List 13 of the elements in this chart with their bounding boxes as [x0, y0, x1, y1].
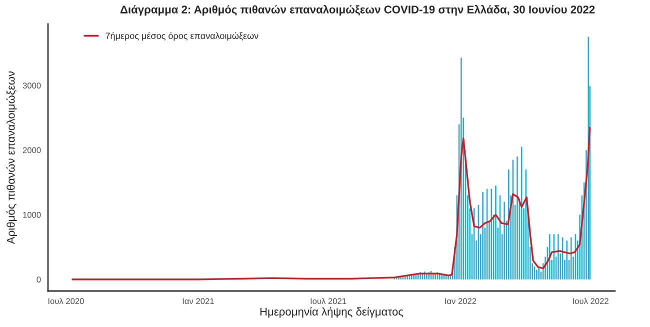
x-tick-label: Ιουλ 2022 [573, 298, 608, 304]
x-axis-title: Ημερομηνία λήψης δείγματος [260, 307, 404, 318]
x-tick-label: Ιουλ 2020 [48, 298, 84, 304]
y-tick-label: 3000 [22, 82, 41, 89]
y-tick-label: 1000 [23, 212, 41, 218]
y-tick-label: 0 [36, 276, 41, 282]
x-tick-label: Ιουλ 2021 [310, 298, 346, 304]
x-tick-label: Ιαν 2022 [445, 298, 476, 304]
y-axis-title: Αριθμός πιθανών επαναλοιμώξεων [6, 71, 17, 244]
x-tick-label: Ιαν 2021 [182, 298, 214, 304]
chart-title: Διάγραμμα 2: Αριθμός πιθανών επαναλοιμώξεων COVID-19 στην Ελλάδα, 30 Ιουνίου 2022 [120, 5, 595, 16]
legend-label: 7ήμερος μέσος όρος επαναλοιμώξεων [106, 32, 258, 41]
y-tick-label: 2000 [22, 147, 41, 154]
